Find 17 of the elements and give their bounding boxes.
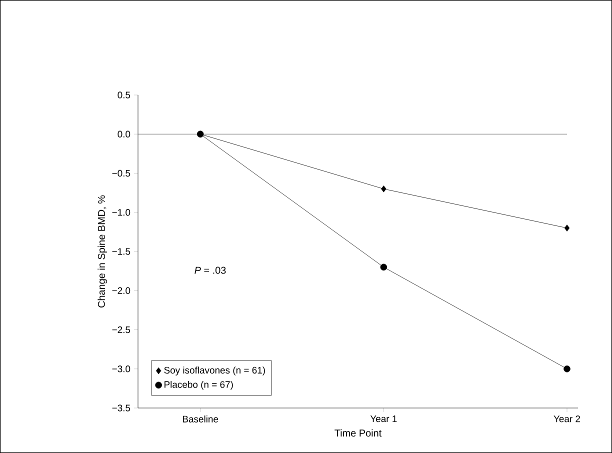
y-tick-label: −3.5 [112,404,130,412]
legend-label: Soy isoflavones (n = 61) [164,366,265,376]
x-axis-title: Time Point [334,429,382,437]
annotation: P = .03 [194,266,226,274]
y-tick-label: −2.5 [112,326,130,334]
y-axis-title: Change in Spine BMD, % [98,195,107,308]
y-tick-label: −1.5 [112,248,130,255]
y-tick-label: 0.0 [118,130,130,138]
x-tick-label: Baseline [182,416,218,422]
y-tick-label: −0.5 [112,170,130,177]
y-tick-label: −3.0 [112,366,130,372]
y-tick-label: −1.0 [112,209,130,216]
legend-label: Placebo (n = 67) [164,380,233,390]
x-tick-label: Year 2 [554,416,580,422]
y-tick-label: 0.5 [118,92,130,98]
y-tick-label: −2.0 [112,287,130,294]
x-tick-label: Year 1 [370,416,397,422]
